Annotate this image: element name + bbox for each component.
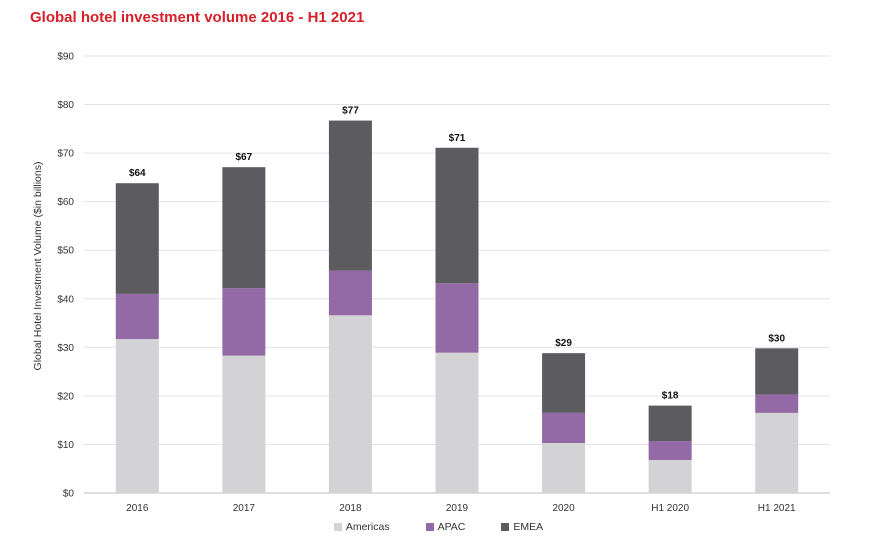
legend-item-americas: Americas [333, 521, 390, 533]
bar-emea-2020 [542, 353, 586, 413]
bar-americas-2018 [328, 315, 372, 493]
x-tick-label: 2018 [339, 503, 362, 514]
y-tick-label: $50 [57, 246, 74, 257]
x-tick-label: 2019 [446, 503, 469, 514]
total-label: $18 [662, 391, 679, 402]
bar-emea-2016 [115, 183, 159, 294]
x-tick-label: H1 2021 [758, 503, 796, 514]
x-tick-label: H1 2020 [651, 503, 689, 514]
chart-title: Global hotel investment volume 2016 - H1… [30, 9, 365, 26]
bar-americas-2017 [222, 355, 266, 493]
y-tick-label: $60 [57, 197, 74, 208]
bar-apac-2020 [542, 412, 586, 443]
x-axis-ticks: 2016 2017 2018 2019 2020 H1 2020 H1 2021 [126, 503, 796, 514]
bar-apac-2019 [435, 283, 479, 353]
bars [115, 120, 799, 493]
bar-emea-2017 [222, 167, 266, 289]
total-label: $71 [449, 133, 466, 144]
y-tick-label: $20 [57, 391, 74, 402]
bar-americas-2019 [435, 352, 479, 493]
bar-emea-h1-2021 [755, 348, 799, 395]
bar-emea-h1-2020 [648, 405, 692, 442]
bar-americas-h1-2021 [755, 412, 799, 493]
y-tick-label: $40 [57, 294, 74, 305]
legend-swatch [425, 523, 434, 531]
total-label: $30 [768, 333, 785, 344]
total-labels: $64 $67 $77 $71 $29 $18 $30 [129, 106, 786, 402]
bar-apac-2017 [222, 288, 266, 356]
y-tick-label: $30 [57, 343, 74, 354]
legend-label: Americas [345, 521, 390, 533]
legend-swatch [333, 523, 342, 531]
x-tick-label: 2016 [126, 503, 149, 514]
bar-americas-2016 [115, 339, 159, 493]
total-label: $67 [236, 152, 253, 163]
bar-emea-2018 [328, 120, 372, 271]
bar-americas-2020 [542, 442, 586, 493]
y-tick-label: $90 [57, 52, 74, 63]
y-tick-label: $10 [57, 440, 74, 451]
bar-apac-2018 [328, 270, 372, 316]
legend-item-emea: EMEA [501, 521, 543, 533]
legend-label: APAC [437, 521, 466, 533]
bar-apac-h1-2021 [755, 394, 799, 413]
y-tick-label: $0 [63, 489, 75, 500]
y-tick-label: $70 [57, 149, 74, 160]
legend-item-apac: APAC [425, 521, 466, 533]
bar-apac-h1-2020 [648, 441, 692, 460]
bar-americas-h1-2020 [648, 459, 692, 493]
y-axis-title: Global Hotel Investment Volume ($in bill… [32, 162, 44, 371]
bar-emea-2019 [435, 147, 479, 284]
total-label: $64 [129, 168, 146, 179]
legend-swatch [501, 523, 510, 531]
y-axis-ticks: $0 $10 $20 $30 $40 $50 $60 $70 $80 $90 [57, 52, 74, 500]
bar-apac-2016 [115, 293, 159, 340]
legend: Americas APAC EMEA [0, 521, 877, 533]
y-tick-label: $80 [57, 100, 74, 111]
total-label: $29 [555, 338, 572, 349]
total-label: $77 [342, 106, 359, 117]
x-tick-label: 2017 [233, 503, 256, 514]
legend-label: EMEA [513, 521, 544, 533]
x-tick-label: 2020 [552, 503, 575, 514]
